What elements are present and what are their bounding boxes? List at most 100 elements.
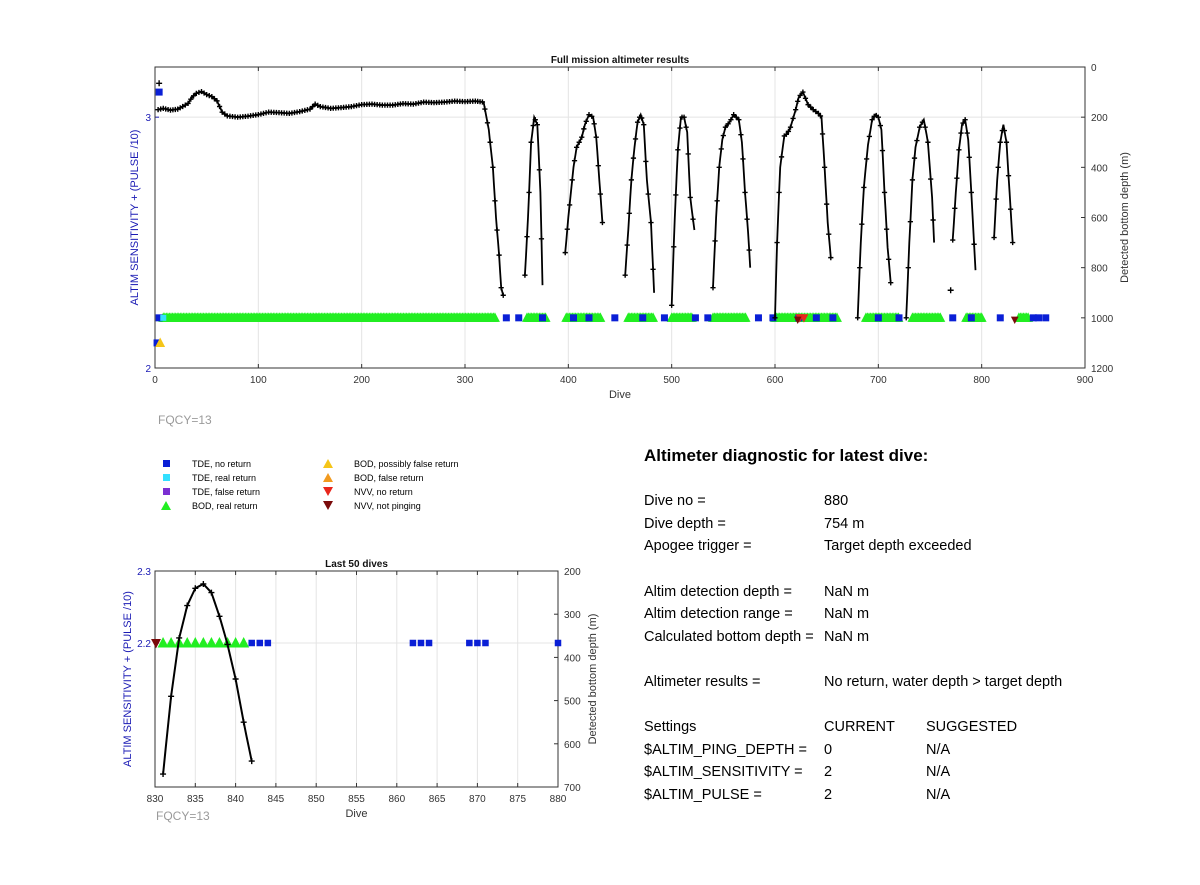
depth-point — [650, 266, 656, 272]
depth-point — [884, 226, 890, 232]
depth-point — [528, 139, 534, 145]
depth-point — [997, 139, 1003, 145]
depth-point — [641, 122, 647, 128]
depth-point — [966, 154, 972, 160]
fqcy-label-main: FQCY=13 — [158, 413, 212, 427]
depth-point — [1008, 206, 1014, 212]
x-tick-label: 500 — [663, 375, 680, 386]
depth-point — [685, 151, 691, 157]
depth-point — [738, 132, 744, 138]
bod-real-return-marker — [976, 312, 987, 322]
y-left-axis-label: ALTIM SENSITIVITY + (PULSE /10) — [129, 130, 141, 306]
depth-point — [718, 146, 724, 152]
depth-point — [800, 89, 806, 95]
legend-tde-false-return: TDE, false return — [160, 486, 260, 498]
depth-point — [824, 201, 830, 207]
depth-point — [622, 272, 628, 278]
tde-no-return-marker — [949, 314, 957, 322]
last-50-plot: Last 50 dives 830 835 840 845 850 855 860 865 870… — [122, 559, 599, 820]
depth-point — [639, 115, 645, 121]
depth-point — [828, 255, 834, 261]
x-tick-label: 835 — [187, 794, 204, 805]
depth-point — [930, 217, 936, 223]
depth-point — [586, 112, 592, 118]
depth-point — [995, 164, 1001, 170]
depth-point — [630, 155, 637, 161]
depth-point — [567, 202, 573, 208]
tde-no-return-marker — [515, 314, 523, 322]
depth-point — [795, 98, 801, 104]
depth-point — [538, 236, 545, 242]
depth-trace — [856, 113, 892, 318]
depth-point — [808, 104, 814, 110]
depth-point — [190, 93, 197, 99]
x-tick-label: 865 — [429, 794, 446, 805]
depth-point — [787, 124, 794, 130]
depth-point — [954, 175, 960, 181]
depth-point — [888, 280, 894, 286]
tde-no-return-marker — [691, 314, 699, 322]
depth-point — [626, 210, 632, 216]
x-tick-label: 700 — [870, 375, 887, 386]
depth-point — [562, 250, 568, 256]
bod-real-return-marker — [935, 312, 946, 322]
depth-point — [673, 192, 679, 198]
depth-point — [216, 613, 223, 620]
depth-point — [740, 156, 746, 162]
depth-point — [914, 137, 920, 144]
tde-no-return-marker — [660, 314, 668, 322]
y-right-tick-label: 400 — [564, 653, 581, 664]
depth-point — [968, 189, 974, 196]
depth-point — [196, 89, 202, 96]
depth-point — [624, 242, 630, 248]
depth-point — [822, 164, 828, 170]
x-tick-label: 200 — [353, 375, 370, 386]
depth-point — [716, 164, 722, 170]
depth-point — [714, 198, 720, 204]
depth-point — [720, 132, 726, 139]
depth-point — [722, 124, 728, 130]
chart-title: Last 50 dives — [325, 559, 388, 570]
depth-point — [576, 139, 582, 145]
depth-point — [952, 205, 958, 211]
y-right-tick-label: 200 — [1091, 113, 1108, 124]
depth-point — [960, 120, 966, 126]
depth-point — [776, 189, 782, 196]
depth-point — [581, 126, 587, 132]
tde-no-return-marker — [155, 314, 163, 322]
tde-no-return-marker — [585, 314, 593, 322]
depth-trace — [951, 117, 977, 271]
tde-no-return-marker — [895, 314, 903, 322]
depth-point — [168, 693, 175, 700]
x-tick-label: 400 — [560, 375, 577, 386]
depth-point — [991, 234, 997, 241]
depth-point — [797, 92, 803, 99]
nvv-not-pinging-marker — [1010, 316, 1019, 325]
depth-point — [790, 115, 796, 122]
depth-point — [216, 103, 223, 110]
nvv-not-pinging-marker — [793, 316, 802, 325]
x-tick-label: 860 — [388, 794, 405, 805]
bod-real-return-marker — [205, 637, 217, 648]
legend-bod-real-return: BOD, real return — [160, 500, 258, 512]
depth-point — [911, 155, 918, 161]
depth-point — [1010, 239, 1016, 246]
nvv-not-pinging-marker — [151, 638, 161, 649]
depth-point — [962, 117, 968, 123]
depth-point — [599, 219, 606, 226]
diagnostic-title: Altimeter diagnostic for latest dive: — [644, 446, 929, 465]
y-left-axis-label: ALTIM SENSITIVITY + (PULSE /10) — [122, 591, 134, 767]
y-right-tick-label: 200 — [564, 567, 581, 578]
depth-point — [536, 167, 542, 173]
depth-point — [728, 117, 734, 123]
depth-point — [742, 189, 748, 196]
nvv-no-return-marker — [799, 314, 809, 323]
depth-trace — [162, 582, 253, 775]
depth-point — [866, 133, 872, 139]
bod-real-return-marker — [197, 637, 209, 648]
depth-point — [532, 117, 538, 123]
x-tick-label: 880 — [550, 794, 567, 805]
tde-no-return-marker — [570, 314, 577, 322]
depth-point — [950, 237, 956, 243]
